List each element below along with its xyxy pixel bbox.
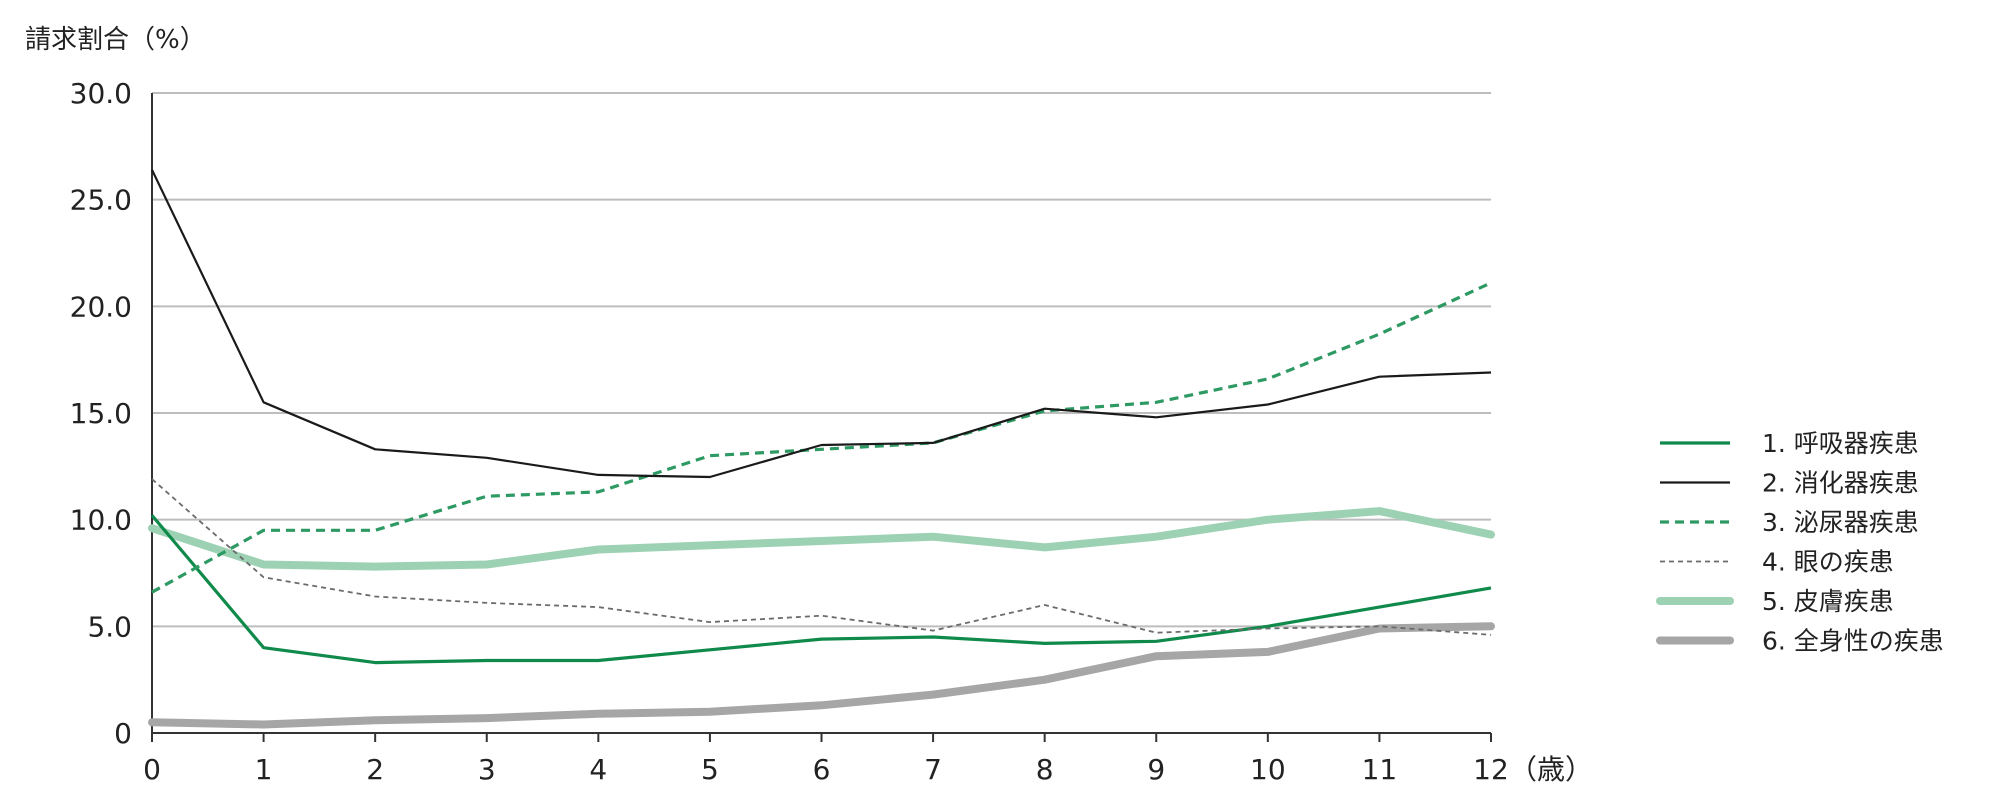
axes	[151, 93, 1492, 742]
y-tick-label: 5.0	[87, 610, 132, 643]
x-axis-unit-label: （歳）	[1509, 753, 1593, 786]
x-tick-label: 5	[701, 753, 719, 786]
y-tick-label: 25.0	[70, 184, 132, 217]
series-line-6	[148, 622, 1495, 729]
series-line-2	[151, 169, 1492, 479]
x-tick-label: 1	[255, 753, 273, 786]
y-tick-label: 0	[114, 717, 132, 750]
y-tick-label: 15.0	[70, 397, 132, 430]
x-tick-label: 3	[478, 753, 496, 786]
gridlines	[152, 92, 1491, 628]
x-tick-label: 9	[1147, 753, 1165, 786]
legend-label-6: 6. 全身性の疾患	[1762, 627, 1944, 656]
series-lines	[148, 169, 1495, 729]
x-tick-label: 12	[1473, 753, 1509, 786]
y-tick-label: 20.0	[70, 290, 132, 323]
x-tick-label: 4	[589, 753, 607, 786]
series-line-3	[151, 281, 1492, 594]
series-line-5	[148, 507, 1495, 571]
y-tick-label: 30.0	[70, 77, 132, 110]
tick-labels: 05.010.015.020.025.030.00 1 2 3 4 5 6 7 8 9 10 11 12…	[70, 77, 1593, 786]
series-line-1	[150, 514, 1492, 665]
x-tick-label: 6	[813, 753, 831, 786]
series-line-4	[151, 478, 1492, 636]
x-tick-label: 2	[366, 753, 384, 786]
y-tick-label: 10.0	[70, 504, 132, 537]
legend-label-5: 5. 皮膚疾患	[1762, 587, 1894, 616]
x-tick-label: 11	[1362, 753, 1398, 786]
x-tick-label: 7	[924, 753, 942, 786]
x-tick-label: 8	[1036, 753, 1054, 786]
legend-label-3: 3. 泌尿器疾患	[1762, 508, 1919, 537]
legend-label-4: 4. 眼の疾患	[1762, 548, 1894, 577]
x-tick-label: 10	[1250, 753, 1286, 786]
y-axis-title: 請求割合（%）	[25, 25, 206, 55]
legend-label-2: 2. 消化器疾患	[1762, 469, 1919, 498]
legend-label-1: 1. 呼吸器疾患	[1762, 429, 1919, 458]
legend: 1. 呼吸器疾患 2. 消化器疾患 3. 泌尿器疾患 4. 眼の疾患 5. 皮膚疾患 6.…	[1656, 429, 1944, 656]
x-tick-label: 0	[143, 753, 161, 786]
